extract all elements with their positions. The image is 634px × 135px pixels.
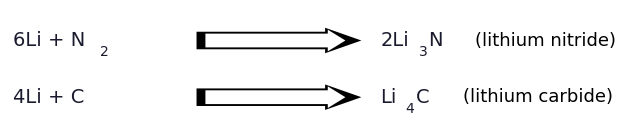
Text: Li: Li — [380, 88, 397, 107]
Text: (lithium nitride): (lithium nitride) — [452, 31, 616, 50]
Text: 4Li + C: 4Li + C — [13, 88, 84, 107]
Text: N: N — [428, 31, 443, 50]
Text: 2Li: 2Li — [380, 31, 409, 50]
Text: (lithium carbide): (lithium carbide) — [440, 88, 613, 106]
Text: 6Li + N: 6Li + N — [13, 31, 85, 50]
Text: 2: 2 — [100, 45, 109, 59]
Text: 4: 4 — [406, 102, 415, 116]
Polygon shape — [205, 30, 346, 51]
Text: C: C — [416, 88, 429, 107]
Polygon shape — [197, 28, 361, 53]
Polygon shape — [205, 86, 346, 108]
Polygon shape — [197, 85, 361, 110]
Text: 3: 3 — [418, 45, 427, 59]
